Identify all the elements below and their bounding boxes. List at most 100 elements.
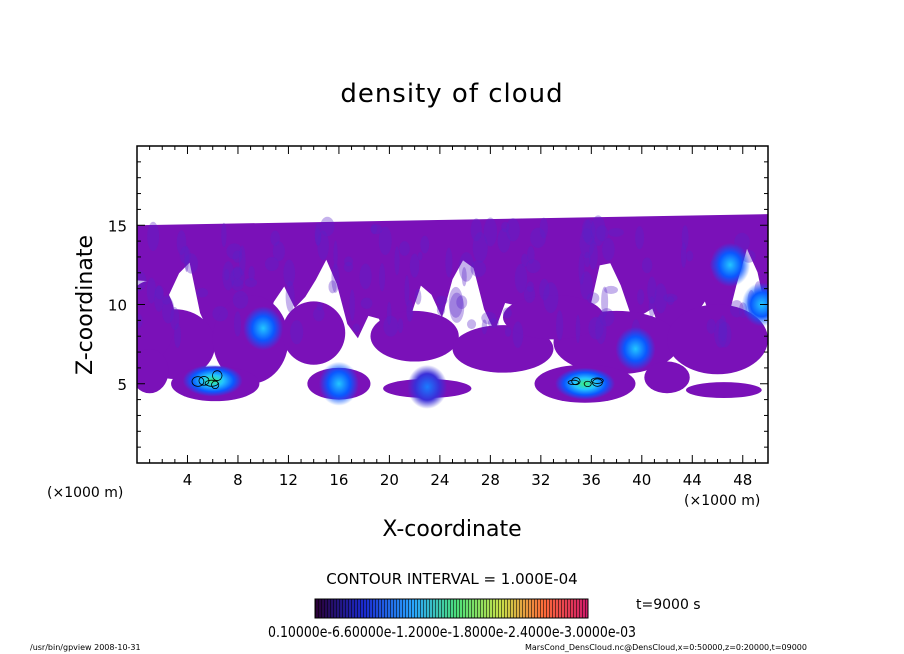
colorbar xyxy=(314,598,589,619)
cloud-texture xyxy=(583,251,591,268)
footer-left: /usr/bin/gpview 2008-10-31 xyxy=(30,643,141,652)
contour-line xyxy=(211,380,220,390)
cloud-texture xyxy=(314,223,322,246)
cloud-texture xyxy=(230,267,245,287)
cloud-texture xyxy=(481,311,497,325)
cloud-texture xyxy=(596,225,609,242)
cloud-texture xyxy=(333,240,338,270)
contour-line xyxy=(191,376,205,387)
contour-line xyxy=(590,377,604,384)
cloud-texture xyxy=(456,295,468,310)
cloud-texture xyxy=(461,267,467,287)
cloud-texture xyxy=(602,237,615,261)
cloud-texture xyxy=(320,216,335,237)
contour-line xyxy=(583,380,592,388)
cloud-texture xyxy=(317,230,329,261)
cloud-texture xyxy=(472,232,488,263)
cloud-patch xyxy=(452,325,554,373)
cloud-texture xyxy=(578,253,585,285)
cloud-texture xyxy=(501,221,510,233)
density-core xyxy=(710,242,751,287)
cloud-texture xyxy=(580,271,593,300)
cloud-texture xyxy=(179,246,191,264)
cloud-texture xyxy=(313,307,325,322)
cloud-texture xyxy=(174,323,181,348)
cloud-texture xyxy=(370,224,383,235)
cloud-texture xyxy=(583,218,596,246)
cloud-layer-upper xyxy=(137,214,768,345)
cloud-texture xyxy=(448,286,464,318)
cloud-texture xyxy=(681,225,689,250)
cloud-texture xyxy=(470,218,482,242)
chart-title: density of cloud xyxy=(340,79,563,109)
colorbar-stripes xyxy=(315,599,588,618)
cloud-texture xyxy=(414,288,422,305)
cloud-patch xyxy=(502,294,604,340)
cloud-base-patch xyxy=(137,348,169,394)
cloud-texture xyxy=(386,301,392,326)
cloud-texture xyxy=(146,277,157,304)
cloud-texture xyxy=(718,321,732,348)
contour-line xyxy=(212,370,223,381)
y-tick-label: 10 xyxy=(108,297,127,315)
cloud-texture xyxy=(231,278,244,291)
cloud-texture xyxy=(539,217,548,239)
cloud-texture xyxy=(406,299,414,322)
cloud-texture xyxy=(154,285,164,312)
density-core xyxy=(741,282,768,327)
cloud-texture xyxy=(647,276,657,304)
cloud-texture xyxy=(686,250,694,262)
cloud-texture xyxy=(436,295,448,306)
cloud-texture xyxy=(648,296,656,317)
cloud-texture xyxy=(706,318,716,334)
cloud-texture xyxy=(232,250,243,263)
cloud-texture xyxy=(449,292,465,323)
contour-line xyxy=(567,379,580,385)
cloud-texture xyxy=(221,222,227,248)
density-core xyxy=(243,306,284,351)
cloud-texture xyxy=(579,228,595,259)
cloud-texture xyxy=(344,256,354,267)
x-tick-label: 4 xyxy=(183,471,193,489)
cloud-base-patch xyxy=(644,361,690,394)
cloud-texture xyxy=(137,313,143,329)
x-tick-label: 32 xyxy=(531,471,550,489)
cloud-texture xyxy=(226,243,243,260)
x-unit-label-right: (×1000 m) xyxy=(684,493,760,509)
cloud-texture xyxy=(502,307,512,319)
cloud-texture xyxy=(417,251,423,261)
cloud-texture xyxy=(285,280,295,313)
cloud-texture xyxy=(360,297,373,309)
cloud-texture xyxy=(184,253,198,274)
cloud-texture xyxy=(581,219,592,243)
cloud-texture xyxy=(162,297,175,324)
cloud-texture xyxy=(637,288,645,305)
cloud-texture xyxy=(714,318,728,348)
cloud-texture xyxy=(399,241,410,256)
cloud-texture xyxy=(586,292,600,305)
cloud-texture xyxy=(349,289,355,322)
x-tick-label: 20 xyxy=(380,471,399,489)
x-unit-label-left: (×1000 m) xyxy=(47,485,123,501)
cloud-texture xyxy=(162,295,171,305)
cloud-texture xyxy=(445,247,453,278)
cloud-texture xyxy=(420,235,430,254)
x-axis-label: X-coordinate xyxy=(382,517,521,542)
cloud-texture xyxy=(556,310,564,341)
cloud-texture xyxy=(487,318,499,328)
cloud-texture xyxy=(212,306,229,322)
cloud-texture xyxy=(588,240,598,270)
cloud-texture xyxy=(604,285,618,294)
x-tick-label: 28 xyxy=(481,471,500,489)
cloud-texture xyxy=(232,290,249,309)
cloud-texture xyxy=(470,260,487,278)
cloud-texture xyxy=(378,226,392,256)
cloud-texture xyxy=(383,315,399,337)
cloud-texture xyxy=(184,245,189,273)
cloud-patch xyxy=(137,280,175,360)
contour-interval-label: CONTOUR INTERVAL = 1.000E-04 xyxy=(326,570,577,588)
x-tick-label: 12 xyxy=(279,471,298,489)
y-tick-label: 15 xyxy=(108,217,127,235)
